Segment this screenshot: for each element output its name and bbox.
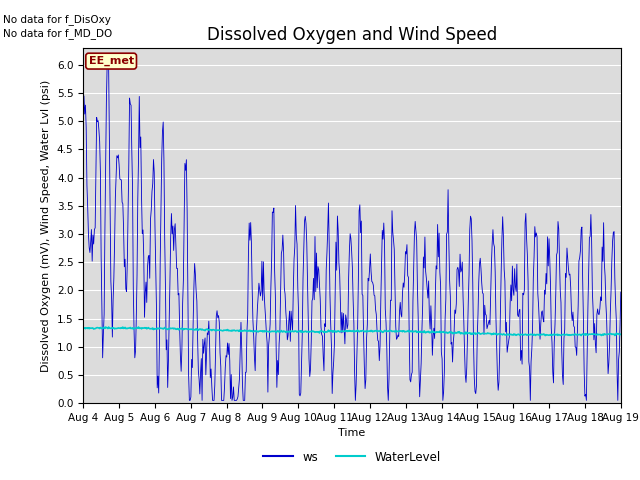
ws [79, 126, 87, 132]
ws [617, 289, 625, 295]
WaterLevel [145, 325, 153, 331]
ws [229, 394, 237, 400]
Line: ws: ws [83, 65, 621, 400]
WaterLevel [105, 324, 113, 330]
ws [419, 302, 426, 308]
WaterLevel [79, 326, 87, 332]
Text: No data for f_MD_DO: No data for f_MD_DO [3, 28, 113, 39]
Title: Dissolved Oxygen and Wind Speed: Dissolved Oxygen and Wind Speed [207, 25, 497, 44]
WaterLevel [617, 331, 625, 337]
ws [200, 341, 208, 347]
Text: EE_met: EE_met [88, 56, 134, 66]
ws [435, 254, 442, 260]
ws [103, 62, 111, 68]
ws [89, 232, 97, 238]
WaterLevel [228, 327, 236, 333]
WaterLevel [89, 325, 97, 331]
ws [145, 252, 153, 258]
WaterLevel [434, 329, 442, 335]
ws [186, 397, 193, 403]
Text: No data for f_DisOxy: No data for f_DisOxy [3, 13, 111, 24]
Y-axis label: Dissolved Oxygen (mV), Wind Speed, Water Lvl (psi): Dissolved Oxygen (mV), Wind Speed, Water… [42, 80, 51, 372]
Legend: ws, WaterLevel: ws, WaterLevel [259, 446, 445, 468]
WaterLevel [418, 329, 426, 335]
Line: WaterLevel: WaterLevel [83, 327, 621, 336]
X-axis label: Time: Time [339, 429, 365, 438]
WaterLevel [200, 327, 207, 333]
WaterLevel [577, 333, 585, 338]
